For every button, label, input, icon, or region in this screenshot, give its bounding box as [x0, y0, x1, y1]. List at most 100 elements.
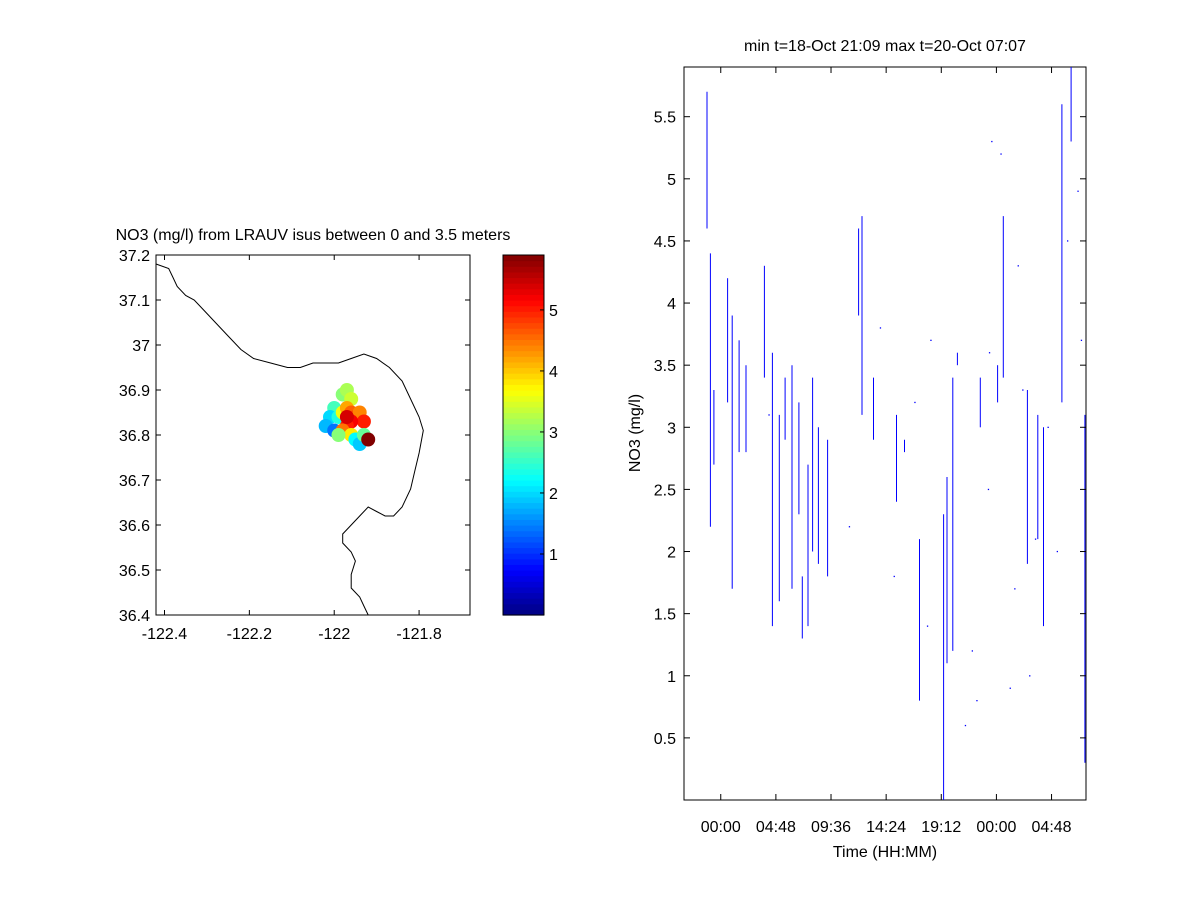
colorbar-band	[503, 598, 544, 605]
colorbar-band	[503, 305, 544, 312]
no3-data-dot	[964, 724, 967, 727]
map-y-tick-label: 36.7	[119, 473, 150, 490]
colorbar-band	[503, 345, 544, 352]
colorbar-band	[503, 468, 544, 475]
no3-data-dot	[1022, 389, 1024, 391]
map-y-tick-label: 36.6	[119, 518, 150, 535]
colorbar-band	[503, 429, 544, 436]
timeseries-x-tick-label: 14:24	[866, 819, 906, 836]
colorbar-band	[503, 300, 544, 307]
colorbar-band	[503, 536, 544, 543]
timeseries-x-ticks: 00:00 04:48 09:36 14:24 19:12 00:00 04:48	[701, 67, 1072, 836]
colorbar-band	[503, 401, 544, 408]
colorbar-band	[503, 333, 544, 340]
timeseries-y-tick-label: 5	[667, 172, 676, 189]
map-y-tick-label: 37.1	[119, 293, 150, 310]
timeseries-x-tick-label: 04:48	[1032, 819, 1072, 836]
no3-data-dot	[988, 352, 991, 354]
colorbar-band	[503, 356, 544, 363]
no3-data-dot	[1077, 190, 1079, 192]
colorbar-band	[503, 519, 544, 526]
map-y-tick-label: 36.8	[119, 428, 150, 445]
colorbar-band	[503, 423, 544, 430]
timeseries-y-tick-label: 5.5	[654, 110, 676, 127]
colorbar-band	[503, 271, 544, 279]
timeseries-x-tick-label: 19:12	[921, 819, 961, 836]
map-data-point	[331, 428, 346, 442]
no3-data-dot	[971, 650, 973, 652]
colorbar-band	[503, 603, 544, 610]
colorbar-band	[503, 474, 544, 481]
map-x-tick-label: -121.8	[396, 626, 441, 643]
colorbar-band	[503, 451, 544, 459]
no3-data-dot	[926, 625, 929, 627]
colorbar-band	[503, 440, 544, 447]
colorbar-tick-label: 4	[549, 364, 558, 381]
colorbar-band	[503, 395, 544, 402]
no3-data-dot	[1014, 588, 1016, 590]
timeseries-y-ticks: 0.5 1 1.5 2 2.5 3 3.5 4 4.5 5 5.5	[654, 110, 1086, 748]
colorbar-band	[503, 491, 544, 498]
colorbar-tick-label: 1	[549, 547, 558, 564]
colorbar-band	[503, 541, 544, 549]
colorbar-band	[503, 513, 544, 520]
colorbar-band	[503, 266, 544, 273]
colorbar-band	[503, 406, 544, 414]
map-y-tick-label: 37.2	[119, 248, 150, 265]
colorbar-band	[503, 418, 544, 425]
no3-data-dot	[1029, 675, 1031, 677]
no3-data-dot	[1056, 550, 1058, 553]
colorbar-band	[503, 547, 544, 554]
colorbar-band	[503, 311, 544, 318]
timeseries-x-axis-label: Time (HH:MM)	[833, 844, 937, 861]
colorbar-band	[503, 564, 544, 571]
colorbar-band	[503, 328, 544, 335]
colorbar-tick-label: 5	[549, 303, 558, 320]
colorbar-band	[503, 361, 544, 369]
colorbar-band	[503, 592, 544, 599]
map-title: NO3 (mg/l) from LRAUV isus between 0 and…	[116, 227, 511, 244]
colorbar-band	[503, 283, 544, 290]
colorbar-band	[503, 339, 544, 346]
colorbar-band	[503, 508, 544, 515]
colorbar-tick-label: 2	[549, 486, 558, 503]
map-data-point	[339, 410, 354, 424]
map-data-point	[356, 414, 371, 429]
colorbar-band	[503, 373, 544, 380]
colorbar-band	[503, 288, 544, 295]
timeseries-y-tick-label: 1	[667, 669, 676, 686]
no3-data-dot	[893, 575, 895, 578]
colorbar-ticks: 1 2 3 4 5	[540, 303, 558, 564]
colorbar-band	[503, 480, 544, 487]
colorbar-band	[503, 435, 544, 442]
timeseries-x-tick-label: 00:00	[976, 819, 1016, 836]
no3-data-dot	[1080, 339, 1083, 341]
timeseries-panel: min t=18-Oct 21:09 max t=20-Oct 07:07 00…	[627, 38, 1087, 861]
colorbar-band	[503, 485, 544, 492]
no3-data-dot	[1047, 426, 1049, 428]
map-x-tick-label: -122.4	[142, 626, 187, 643]
colorbar-band	[503, 378, 544, 385]
timeseries-dots-group	[768, 140, 1083, 727]
timeseries-title: min t=18-Oct 21:09 max t=20-Oct 07:07	[744, 38, 1026, 55]
map-y-tick-label: 36.5	[119, 563, 150, 580]
timeseries-x-tick-label: 04:48	[756, 819, 796, 836]
colorbar-frame	[502, 254, 545, 616]
map-coastline-group	[155, 263, 424, 616]
colorbar-band	[503, 412, 544, 419]
colorbar-band	[503, 457, 544, 464]
timeseries-y-tick-label: 2	[667, 545, 676, 562]
map-y-ticks: 36.4 36.5 36.6 36.7 36.8 36.9 37 37.1 37.2	[119, 248, 470, 625]
map-y-tick-label: 36.4	[119, 608, 150, 625]
timeseries-y-axis-label: NO3 (mg/l)	[627, 394, 644, 472]
timeseries-y-tick-label: 1.5	[654, 607, 676, 624]
timeseries-y-tick-label: 2.5	[654, 482, 676, 499]
no3-data-dot	[848, 526, 851, 528]
no3-data-dot	[1009, 687, 1011, 689]
timeseries-y-tick-label: 4.5	[654, 234, 676, 251]
colorbar-band	[503, 277, 544, 284]
coastline-path	[155, 263, 424, 616]
timeseries-y-tick-label: 3	[667, 420, 676, 437]
colorbar-band	[503, 322, 544, 329]
map-data-point	[361, 432, 376, 447]
